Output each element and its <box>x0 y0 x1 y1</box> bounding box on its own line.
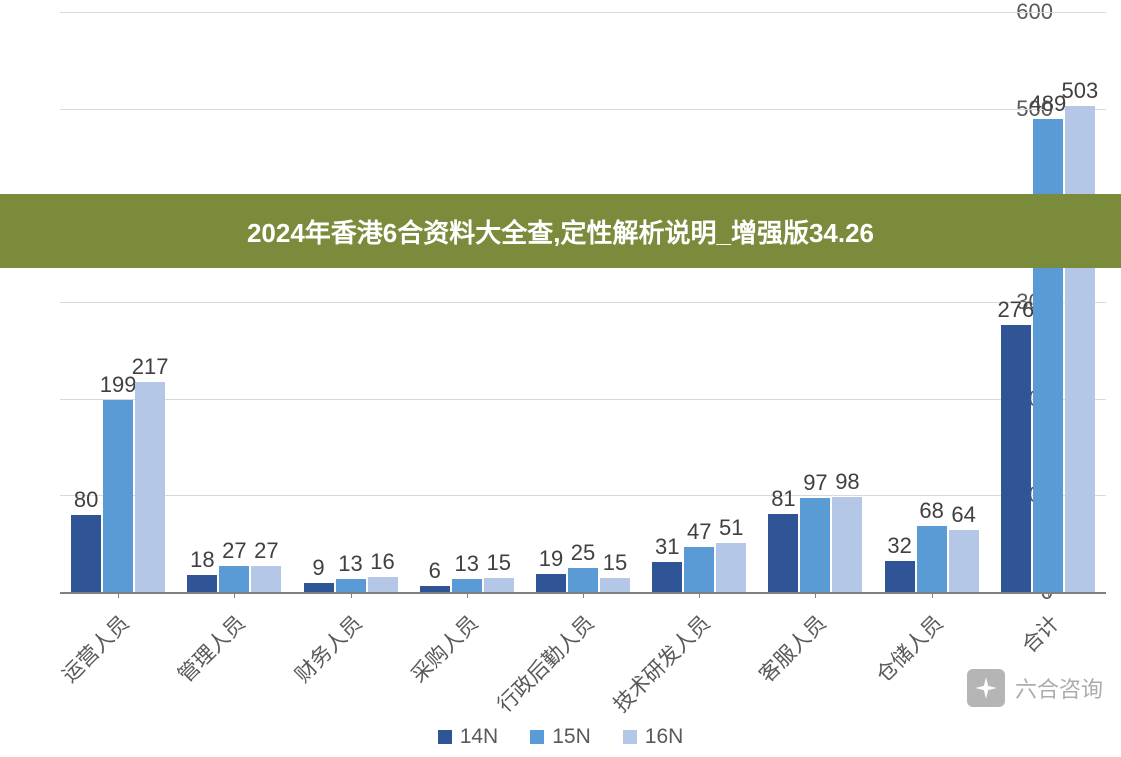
x-category-label: 运营人员 <box>55 608 136 689</box>
bar: 25 <box>568 568 598 592</box>
bar-value-label: 6 <box>429 558 441 584</box>
x-category-label: 管理人员 <box>171 608 252 689</box>
bar-group: 276489503 <box>1001 106 1095 592</box>
bar-value-label: 276 <box>998 297 1035 323</box>
bar-value-label: 217 <box>132 354 169 380</box>
bar: 18 <box>187 575 217 592</box>
watermark-icon <box>967 669 1005 707</box>
bar-value-label: 13 <box>455 551 479 577</box>
overlay-banner-text: 2024年香港6合资料大全查,定性解析说明_增强版34.26 <box>247 213 874 250</box>
bar-group: 819798 <box>768 497 862 592</box>
bar-group: 326864 <box>885 526 979 592</box>
bar: 199 <box>103 400 133 592</box>
x-tick <box>118 592 119 598</box>
bar: 489 <box>1033 119 1063 592</box>
bar-value-label: 503 <box>1062 78 1099 104</box>
x-tick <box>1048 592 1049 598</box>
x-tick <box>351 592 352 598</box>
legend-label: 16N <box>645 725 684 749</box>
bar-group: 91316 <box>304 577 398 592</box>
bar-value-label: 80 <box>74 487 98 513</box>
bar-value-label: 27 <box>222 538 246 564</box>
bar-value-label: 31 <box>655 534 679 560</box>
x-category-label: 客服人员 <box>752 608 833 689</box>
bar-value-label: 64 <box>951 502 975 528</box>
bar-group: 182727 <box>187 566 281 592</box>
x-category-label: 合计 <box>1014 608 1065 659</box>
bar-value-label: 27 <box>254 538 278 564</box>
bar: 6 <box>420 586 450 592</box>
legend-label: 15N <box>552 725 591 749</box>
bar: 97 <box>800 498 830 592</box>
legend-item: 16N <box>623 725 684 749</box>
bar-value-label: 19 <box>539 546 563 572</box>
bar: 13 <box>452 579 482 592</box>
bar: 64 <box>949 530 979 592</box>
bar: 15 <box>484 578 514 593</box>
bar-chart-plot: 8019921718272791316613151925153147518197… <box>60 12 1106 592</box>
bar: 276 <box>1001 325 1031 592</box>
x-category-label: 财务人员 <box>287 608 368 689</box>
bar-value-label: 81 <box>771 486 795 512</box>
bar: 503 <box>1065 106 1095 592</box>
bar-value-label: 97 <box>803 470 827 496</box>
x-tick <box>932 592 933 598</box>
bar: 98 <box>832 497 862 592</box>
legend-label: 14N <box>460 725 499 749</box>
x-category-label: 仓储人员 <box>868 608 949 689</box>
bar: 19 <box>536 574 566 592</box>
bar-value-label: 47 <box>687 519 711 545</box>
bar: 68 <box>917 526 947 592</box>
x-axis-labels: 运营人员管理人员财务人员采购人员行政后勤人员技术研发人员客服人员仓储人员合计 <box>60 600 1106 690</box>
bar-value-label: 68 <box>919 498 943 524</box>
x-tick <box>699 592 700 598</box>
bar: 27 <box>251 566 281 592</box>
bar: 81 <box>768 514 798 592</box>
x-tick <box>815 592 816 598</box>
x-tick <box>467 592 468 598</box>
bar-value-label: 98 <box>835 469 859 495</box>
bar: 9 <box>304 583 334 592</box>
watermark: 六合咨询 <box>967 669 1103 707</box>
bar-value-label: 13 <box>338 551 362 577</box>
legend-swatch <box>530 730 544 744</box>
bar-value-label: 15 <box>603 550 627 576</box>
chart-legend: 14N 15N 16N <box>0 725 1121 749</box>
bar-value-label: 18 <box>190 547 214 573</box>
x-tick <box>234 592 235 598</box>
legend-item: 14N <box>438 725 499 749</box>
bar-group: 192515 <box>536 568 630 592</box>
bar-value-label: 9 <box>312 555 324 581</box>
legend-swatch <box>438 730 452 744</box>
x-tick <box>583 592 584 598</box>
bar: 15 <box>600 578 630 593</box>
x-category-label: 行政后勤人员 <box>490 608 600 718</box>
watermark-text: 六合咨询 <box>1015 672 1103 704</box>
bar-group: 80199217 <box>71 382 165 592</box>
x-category-label: 技术研发人员 <box>606 608 716 718</box>
bar-group: 314751 <box>652 543 746 592</box>
bar: 51 <box>716 543 746 592</box>
bar-value-label: 32 <box>887 533 911 559</box>
bar-value-label: 51 <box>719 515 743 541</box>
bar: 13 <box>336 579 366 592</box>
bar-group: 61315 <box>420 578 514 593</box>
bar: 32 <box>885 561 915 592</box>
bar: 217 <box>135 382 165 592</box>
bar-value-label: 25 <box>571 540 595 566</box>
legend-item: 15N <box>530 725 591 749</box>
bar: 80 <box>71 515 101 592</box>
bar-value-label: 15 <box>487 550 511 576</box>
overlay-banner: 2024年香港6合资料大全查,定性解析说明_增强版34.26 <box>0 194 1121 268</box>
bar-value-label: 16 <box>370 549 394 575</box>
bar: 16 <box>368 577 398 592</box>
bar: 31 <box>652 562 682 592</box>
bar: 27 <box>219 566 249 592</box>
x-category-label: 采购人员 <box>403 608 484 689</box>
legend-swatch <box>623 730 637 744</box>
bar: 47 <box>684 547 714 592</box>
